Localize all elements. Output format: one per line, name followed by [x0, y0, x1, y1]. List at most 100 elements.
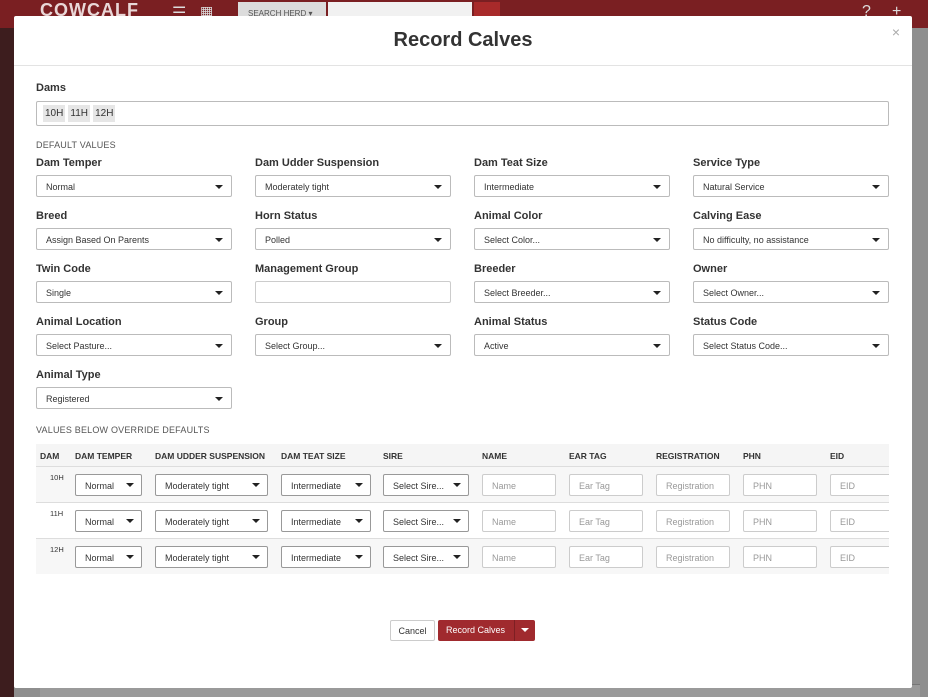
- eid-input[interactable]: EID: [830, 546, 889, 568]
- udder-select[interactable]: Moderately tight: [155, 474, 268, 496]
- column-header-name: NAME: [482, 451, 508, 461]
- teat-select[interactable]: Intermediate: [281, 474, 371, 496]
- caret-down-icon: [355, 519, 363, 523]
- record-calves-button[interactable]: Record Calves: [438, 620, 535, 641]
- horn-status-select[interactable]: Polled: [255, 228, 451, 250]
- add-icon[interactable]: +: [892, 3, 902, 20]
- caret-down-icon: [355, 555, 363, 559]
- dam-udder-suspension-value: Moderately tight: [265, 182, 330, 192]
- field-breeder: Breeder Select Breeder...: [474, 263, 670, 303]
- ear-tag-input[interactable]: Ear Tag: [569, 510, 643, 532]
- phn-input[interactable]: PHN: [743, 474, 817, 496]
- registration-input[interactable]: Registration: [656, 546, 730, 568]
- service-type-select[interactable]: Natural Service: [693, 175, 889, 197]
- calving-ease-select[interactable]: No difficulty, no assistance: [693, 228, 889, 250]
- ear-tag-input[interactable]: Ear Tag: [569, 546, 643, 568]
- dam-temper-select[interactable]: Normal: [36, 175, 232, 197]
- caret-down-icon: [252, 483, 260, 487]
- registration-input[interactable]: Registration: [656, 474, 730, 496]
- record-options-toggle[interactable]: [514, 620, 535, 641]
- column-header-dam: DAM: [40, 451, 60, 461]
- cancel-button[interactable]: Cancel: [390, 620, 435, 641]
- temper-select[interactable]: Normal: [75, 474, 142, 496]
- caret-down-icon: [453, 519, 461, 523]
- dam-udder-suspension-select[interactable]: Moderately tight: [255, 175, 451, 197]
- sire-value: Select Sire...: [393, 517, 445, 527]
- status-code-select[interactable]: Select Status Code...: [693, 334, 889, 356]
- twin-code-select[interactable]: Single: [36, 281, 232, 303]
- group-select[interactable]: Select Group...: [255, 334, 451, 356]
- udder-select[interactable]: Moderately tight: [155, 546, 268, 568]
- management-group-input[interactable]: [255, 281, 451, 303]
- caret-down-icon: [434, 185, 442, 189]
- field-animal-status: Animal Status Active: [474, 316, 670, 356]
- temper-value: Normal: [85, 517, 115, 527]
- sire-value: Select Sire...: [393, 553, 445, 563]
- close-icon[interactable]: ×: [891, 24, 900, 40]
- modal-title: Record Calves: [393, 29, 533, 51]
- breed-select[interactable]: Assign Based On Parents: [36, 228, 232, 250]
- animal-location-select[interactable]: Select Pasture...: [36, 334, 232, 356]
- field-owner: Owner Select Owner...: [693, 263, 889, 303]
- animal-color-select[interactable]: Select Color...: [474, 228, 670, 250]
- status-code-value: Select Status Code...: [703, 341, 788, 351]
- twin-code-label: Twin Code: [36, 263, 91, 275]
- sire-select[interactable]: Select Sire...: [383, 474, 469, 496]
- name-input[interactable]: Name: [482, 510, 556, 532]
- dam-teat-size-select[interactable]: Intermediate: [474, 175, 670, 197]
- animal-type-select[interactable]: Registered: [36, 387, 232, 409]
- animal-location-value: Select Pasture...: [46, 341, 113, 351]
- temper-select[interactable]: Normal: [75, 546, 142, 568]
- animal-status-select[interactable]: Active: [474, 334, 670, 356]
- udder-value: Moderately tight: [165, 481, 230, 491]
- teat-select[interactable]: Intermediate: [281, 510, 371, 532]
- udder-select[interactable]: Moderately tight: [155, 510, 268, 532]
- field-breed: Breed Assign Based On Parents: [36, 210, 232, 250]
- udder-value: Moderately tight: [165, 517, 230, 527]
- override-caption: VALUES BELOW OVERRIDE DEFAULTS: [36, 425, 210, 435]
- name-input[interactable]: Name: [482, 546, 556, 568]
- caret-down-icon: [653, 344, 661, 348]
- eid-input[interactable]: EID: [830, 510, 889, 532]
- sire-select[interactable]: Select Sire...: [383, 510, 469, 532]
- field-dam-udder-suspension: Dam Udder Suspension Moderately tight: [255, 157, 451, 197]
- breeder-select[interactable]: Select Breeder...: [474, 281, 670, 303]
- service-type-value: Natural Service: [703, 182, 765, 192]
- breeder-value: Select Breeder...: [484, 288, 551, 298]
- teat-select[interactable]: Intermediate: [281, 546, 371, 568]
- caret-down-icon: [872, 238, 880, 242]
- temper-select[interactable]: Normal: [75, 510, 142, 532]
- name-input[interactable]: Name: [482, 474, 556, 496]
- phn-input[interactable]: PHN: [743, 546, 817, 568]
- teat-value: Intermediate: [291, 553, 342, 563]
- dams-input[interactable]: 10H 11H 12H: [36, 101, 889, 126]
- management-group-label: Management Group: [255, 263, 359, 275]
- dam-tag[interactable]: 10H: [43, 105, 66, 122]
- sire-select[interactable]: Select Sire...: [383, 546, 469, 568]
- ear-tag-input[interactable]: Ear Tag: [569, 474, 643, 496]
- teat-value: Intermediate: [291, 481, 342, 491]
- caret-down-icon: [215, 238, 223, 242]
- field-status-code: Status Code Select Status Code...: [693, 316, 889, 356]
- breed-value: Assign Based On Parents: [46, 235, 150, 245]
- caret-down-icon: [252, 519, 260, 523]
- phn-input[interactable]: PHN: [743, 510, 817, 532]
- help-icon[interactable]: ?: [862, 3, 871, 20]
- dam-tag[interactable]: 11H: [68, 105, 91, 122]
- column-header-ear-tag: EAR TAG: [569, 451, 607, 461]
- table-row: 12H Normal Moderately tight Intermediate Sel…: [36, 538, 889, 574]
- field-dam-temper: Dam Temper Normal: [36, 157, 232, 197]
- column-header-dam-udder-suspension: DAM UDDER SUSPENSION: [155, 451, 266, 461]
- registration-input[interactable]: Registration: [656, 510, 730, 532]
- caret-down-icon: [653, 238, 661, 242]
- caret-down-icon: [653, 291, 661, 295]
- breeder-label: Breeder: [474, 263, 516, 275]
- calendar-icon[interactable]: ▦: [200, 3, 214, 19]
- eid-input[interactable]: EID: [830, 474, 889, 496]
- override-table-header: DAM DAM TEMPER DAM UDDER SUSPENSION DAM TEA…: [36, 444, 889, 466]
- caret-down-icon: [653, 185, 661, 189]
- column-header-dam-temper: DAM TEMPER: [75, 451, 133, 461]
- animal-type-label: Animal Type: [36, 369, 101, 381]
- owner-select[interactable]: Select Owner...: [693, 281, 889, 303]
- dam-tag[interactable]: 12H: [93, 105, 116, 122]
